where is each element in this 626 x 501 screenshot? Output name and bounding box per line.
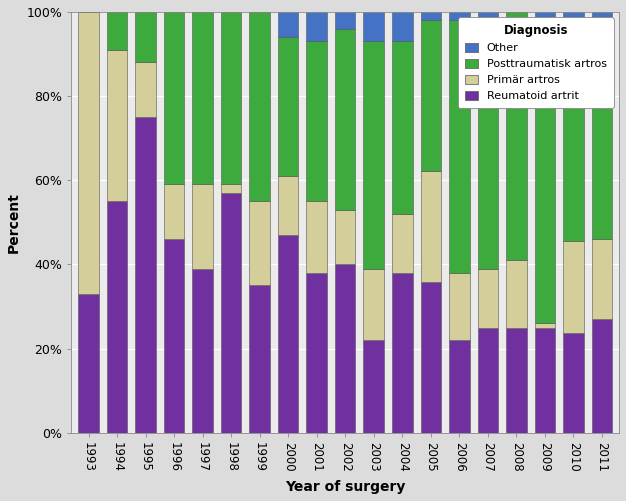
Bar — [478, 269, 498, 328]
Bar — [164, 239, 184, 433]
Bar — [392, 42, 413, 214]
Bar — [449, 21, 470, 273]
Bar — [364, 42, 384, 269]
Bar — [78, 294, 99, 433]
Legend: Other, Posttraumatisk artros, Primär artros, Reumatoid artrit: Other, Posttraumatisk artros, Primär art… — [458, 18, 613, 108]
Bar — [307, 12, 327, 42]
Bar — [592, 12, 612, 50]
Bar — [221, 184, 242, 193]
Bar — [192, 12, 213, 184]
Bar — [563, 241, 583, 333]
Bar — [563, 54, 583, 241]
Bar — [221, 193, 242, 433]
Bar — [535, 12, 555, 54]
Bar — [335, 210, 356, 265]
Bar — [563, 12, 583, 54]
Bar — [478, 12, 498, 37]
Bar — [592, 50, 612, 239]
Bar — [107, 12, 127, 50]
Bar — [335, 265, 356, 433]
Bar — [107, 201, 127, 433]
Bar — [335, 29, 356, 210]
Bar — [192, 184, 213, 269]
Bar — [78, 12, 99, 294]
Bar — [135, 117, 156, 433]
X-axis label: Year of surgery: Year of surgery — [285, 480, 406, 494]
Bar — [392, 214, 413, 273]
Bar — [506, 260, 526, 328]
Bar — [449, 12, 470, 21]
Bar — [307, 42, 327, 201]
Bar — [164, 12, 184, 184]
Bar — [221, 12, 242, 184]
Bar — [478, 328, 498, 433]
Bar — [278, 235, 299, 433]
Bar — [249, 201, 270, 286]
Bar — [478, 37, 498, 269]
Bar — [506, 328, 526, 433]
Bar — [107, 50, 127, 201]
Bar — [335, 12, 356, 29]
Bar — [506, 12, 526, 260]
Bar — [307, 273, 327, 433]
Bar — [563, 333, 583, 433]
Bar — [307, 201, 327, 273]
Bar — [249, 286, 270, 433]
Bar — [421, 171, 441, 282]
Bar — [135, 12, 156, 63]
Y-axis label: Percent: Percent — [7, 192, 21, 253]
Bar — [421, 282, 441, 433]
Bar — [592, 319, 612, 433]
Bar — [192, 269, 213, 433]
Bar — [392, 273, 413, 433]
Bar — [392, 12, 413, 42]
Bar — [421, 20, 441, 171]
Bar — [278, 12, 299, 37]
Bar — [449, 273, 470, 340]
Bar — [421, 12, 441, 20]
Bar — [364, 340, 384, 433]
Bar — [449, 340, 470, 433]
Bar — [535, 328, 555, 433]
Bar — [592, 239, 612, 319]
Bar — [535, 323, 555, 328]
Bar — [364, 269, 384, 340]
Bar — [249, 12, 270, 201]
Bar — [164, 184, 184, 239]
Bar — [278, 176, 299, 235]
Bar — [364, 12, 384, 42]
Bar — [278, 37, 299, 176]
Bar — [135, 63, 156, 117]
Bar — [535, 54, 555, 323]
